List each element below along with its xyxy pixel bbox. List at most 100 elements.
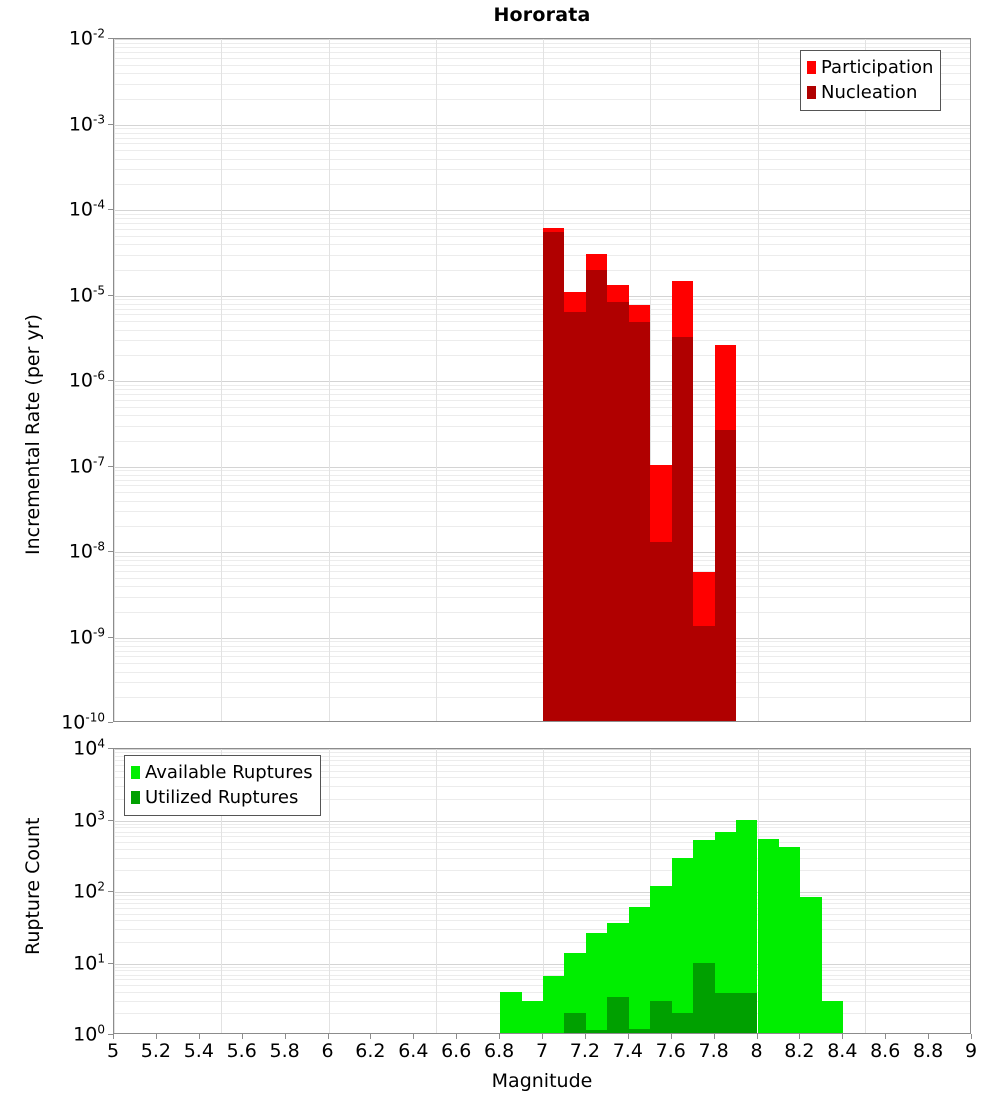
bar xyxy=(543,749,565,1033)
bar-segment-nucleation xyxy=(543,232,565,721)
legend-label-nucleation: Nucleation xyxy=(821,81,918,103)
y-axis-label-top: Incremental Rate (per yr) xyxy=(22,314,44,555)
bar xyxy=(714,749,737,1033)
bar xyxy=(564,39,586,721)
bar xyxy=(521,749,543,1033)
legend-item-utilized-ruptures: Utilized Ruptures xyxy=(131,785,313,810)
y-tick-label: 102 xyxy=(73,879,105,903)
bar-segment-available-ruptures xyxy=(585,933,608,1033)
y-tick-label: 10-4 xyxy=(68,197,105,221)
bar-segment-nucleation xyxy=(671,336,694,721)
bar xyxy=(757,749,779,1033)
bar-segment-nucleation xyxy=(714,430,737,721)
bar xyxy=(671,749,694,1033)
x-tick-label: 6.4 xyxy=(398,1040,429,1062)
x-tick-label: 6.8 xyxy=(483,1040,515,1062)
x-tick-label: 7.8 xyxy=(698,1040,729,1062)
legend-item-participation: Participation xyxy=(807,55,933,80)
bar xyxy=(693,749,715,1033)
bar xyxy=(585,39,608,721)
bar-segment-available-ruptures xyxy=(650,885,672,1033)
bar-segment-available-ruptures xyxy=(736,820,758,1033)
x-tick-label: 7.4 xyxy=(612,1040,643,1062)
y-tick-label: 10-6 xyxy=(68,368,105,392)
bar-segment-utilized-ruptures xyxy=(585,1030,608,1033)
bar xyxy=(607,749,629,1033)
bar-segment-utilized-ruptures xyxy=(736,993,758,1033)
bar-segment-nucleation xyxy=(607,301,629,721)
bar xyxy=(650,749,672,1033)
y-tick-label: 104 xyxy=(73,736,105,760)
y-tick-label: 10-5 xyxy=(68,282,105,307)
bar-segment-available-ruptures xyxy=(521,1001,543,1033)
y-tick-label: 10-3 xyxy=(68,111,105,136)
bar-segment-utilized-ruptures xyxy=(714,993,737,1033)
x-tick-label: 9 xyxy=(964,1040,978,1062)
y-tick-label: 101 xyxy=(73,950,105,975)
x-tick-label: 7.2 xyxy=(569,1040,600,1062)
x-tick-label: 5.4 xyxy=(183,1040,214,1062)
bar-segment-available-ruptures xyxy=(628,907,651,1033)
legend-label-utilized-ruptures: Utilized Ruptures xyxy=(145,786,299,808)
bar xyxy=(650,39,672,721)
bar-segment-available-ruptures xyxy=(543,976,565,1033)
x-tick-label: 6.6 xyxy=(441,1040,472,1062)
legend-incremental-rate: Participation Nucleation xyxy=(800,50,942,111)
legend-rupture-count: Available Ruptures Utilized Ruptures xyxy=(124,755,321,816)
x-tick-label: 8.2 xyxy=(784,1040,815,1062)
bar-segment-nucleation xyxy=(650,541,672,721)
page-title: Hororata xyxy=(493,4,591,26)
bar xyxy=(543,39,565,721)
bar-segment-available-ruptures xyxy=(821,1001,844,1033)
bar-segment-available-ruptures xyxy=(800,896,822,1033)
bar-segment-nucleation xyxy=(585,269,608,721)
y-tick-label: 100 xyxy=(73,1022,105,1046)
bar-segment-available-ruptures xyxy=(714,832,737,1033)
available-ruptures-swatch-icon xyxy=(131,766,140,779)
legend-item-available-ruptures: Available Ruptures xyxy=(131,760,313,785)
bar-segment-utilized-ruptures xyxy=(671,1013,694,1033)
x-tick-label: 6 xyxy=(321,1040,334,1062)
bar-segment-available-ruptures xyxy=(671,858,694,1033)
y-tick-label: 10-10 xyxy=(61,710,105,734)
bar-segment-utilized-ruptures xyxy=(607,996,629,1033)
bars-incremental-rate xyxy=(114,39,970,721)
x-tick-label: 7 xyxy=(535,1040,549,1062)
x-tick-label: 5.8 xyxy=(269,1040,300,1062)
bar-segment-nucleation xyxy=(564,312,586,721)
x-tick-label: 8 xyxy=(750,1040,763,1062)
bar xyxy=(500,749,522,1033)
x-tick-label: 5 xyxy=(106,1040,120,1062)
utilized-ruptures-swatch-icon xyxy=(131,791,140,804)
x-tick-label: 8.8 xyxy=(912,1040,944,1062)
bar-segment-utilized-ruptures xyxy=(564,1013,586,1033)
nucleation-swatch-icon xyxy=(807,86,816,99)
y-tick-label: 10-2 xyxy=(68,26,105,50)
bar-segment-utilized-ruptures xyxy=(628,1028,651,1033)
grid-bottom xyxy=(114,749,970,1033)
bar xyxy=(585,749,608,1033)
bar-segment-utilized-ruptures xyxy=(650,1001,672,1033)
bar-segment-available-ruptures xyxy=(500,992,522,1033)
incremental-rate-plot xyxy=(113,38,971,722)
bar xyxy=(607,39,629,721)
legend-item-nucleation: Nucleation xyxy=(807,80,933,105)
participation-swatch-icon xyxy=(807,61,816,74)
x-tick-label: 5.2 xyxy=(140,1040,171,1062)
y-tick-label: 10-7 xyxy=(68,453,105,478)
x-tick-label: 7.6 xyxy=(655,1040,686,1062)
bar-segment-nucleation xyxy=(628,322,651,721)
bar-segment-available-ruptures xyxy=(778,846,801,1033)
x-axis-label: Magnitude xyxy=(491,1070,593,1092)
bar xyxy=(821,749,844,1033)
y-tick-label: 103 xyxy=(73,807,105,832)
bar-segment-nucleation xyxy=(693,625,715,721)
y-tick-label: 10-8 xyxy=(68,539,105,563)
bar xyxy=(671,39,694,721)
x-tick-label: 6.2 xyxy=(355,1040,386,1062)
bars-rupture-count xyxy=(114,749,970,1033)
bar xyxy=(628,39,651,721)
x-tick-label: 8.6 xyxy=(870,1040,901,1062)
bar-segment-utilized-ruptures xyxy=(693,963,715,1033)
